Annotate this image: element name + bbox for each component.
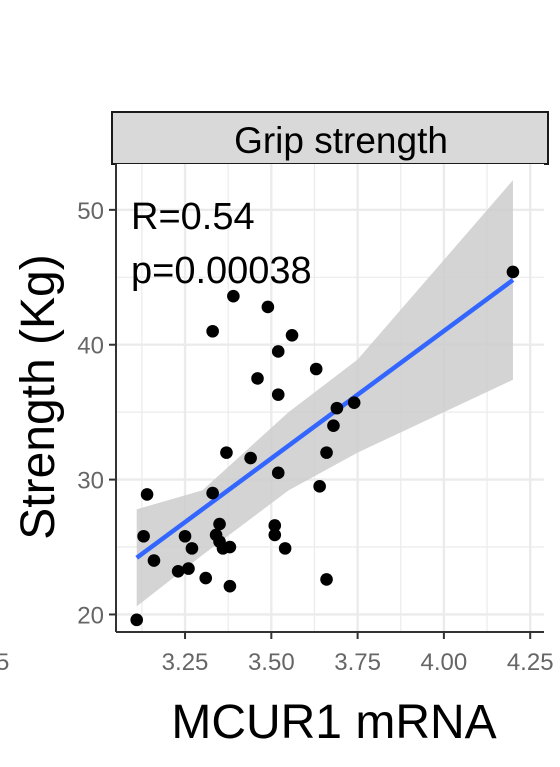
- regression-line: [135, 278, 515, 560]
- data-point: [327, 419, 340, 432]
- cropped-tick-label: 5: [0, 649, 9, 676]
- data-point: [261, 300, 275, 314]
- data-point: [320, 573, 333, 586]
- data-point: [130, 613, 144, 627]
- data-point: [271, 466, 285, 480]
- data-point: [313, 480, 326, 493]
- y-tick-label: 40: [77, 333, 104, 360]
- data-point: [185, 542, 199, 555]
- x-tick-label: 3.25: [162, 649, 209, 676]
- points-layer: [130, 265, 520, 627]
- data-point: [330, 401, 344, 415]
- x-ticks: 3.25 3.50 3.75 4.00 4.25: [162, 632, 554, 676]
- y-tick-label: 50: [77, 198, 104, 225]
- x-axis-title: MCUR1 mRNA: [171, 696, 496, 749]
- data-point: [137, 529, 150, 543]
- data-point: [223, 540, 237, 554]
- x-tick-label: 4.00: [421, 649, 468, 676]
- data-point: [244, 451, 257, 465]
- data-point: [178, 529, 192, 543]
- y-ticks: 20 30 40 50: [77, 198, 116, 629]
- data-point: [268, 519, 282, 532]
- data-point: [227, 289, 240, 303]
- data-point: [140, 488, 154, 501]
- fit-line-layer: [135, 278, 515, 560]
- correlation-r-annotation: R=0.54: [131, 196, 255, 238]
- data-point: [271, 345, 285, 358]
- data-point: [268, 528, 282, 542]
- x-tick-label: 3.75: [334, 649, 381, 676]
- data-point: [251, 372, 264, 385]
- data-point: [220, 446, 233, 459]
- x-tick-label: 3.50: [248, 649, 295, 676]
- data-point: [347, 396, 361, 410]
- data-point: [206, 486, 219, 500]
- y-axis-title: Strength (Kg): [12, 254, 65, 539]
- data-point: [285, 328, 299, 342]
- data-point: [309, 362, 323, 376]
- data-point: [506, 265, 520, 279]
- confidence-band: [136, 180, 513, 607]
- y-tick-label: 30: [77, 468, 104, 495]
- data-point: [320, 446, 333, 459]
- data-point: [171, 565, 185, 578]
- data-point: [206, 324, 219, 338]
- correlation-p-annotation: p=0.00038: [131, 250, 312, 292]
- facet-strip-title: Grip strength: [234, 120, 448, 161]
- data-point: [223, 579, 237, 593]
- facet-strip: [111, 111, 549, 165]
- confidence-band-layer: [136, 180, 513, 607]
- data-point: [271, 388, 285, 401]
- data-point: [147, 554, 161, 567]
- data-point: [199, 571, 213, 585]
- data-point: [278, 542, 292, 555]
- y-tick-label: 20: [77, 602, 104, 629]
- data-point: [182, 562, 195, 575]
- x-tick-label: 4.25: [507, 649, 554, 676]
- data-point: [213, 517, 226, 531]
